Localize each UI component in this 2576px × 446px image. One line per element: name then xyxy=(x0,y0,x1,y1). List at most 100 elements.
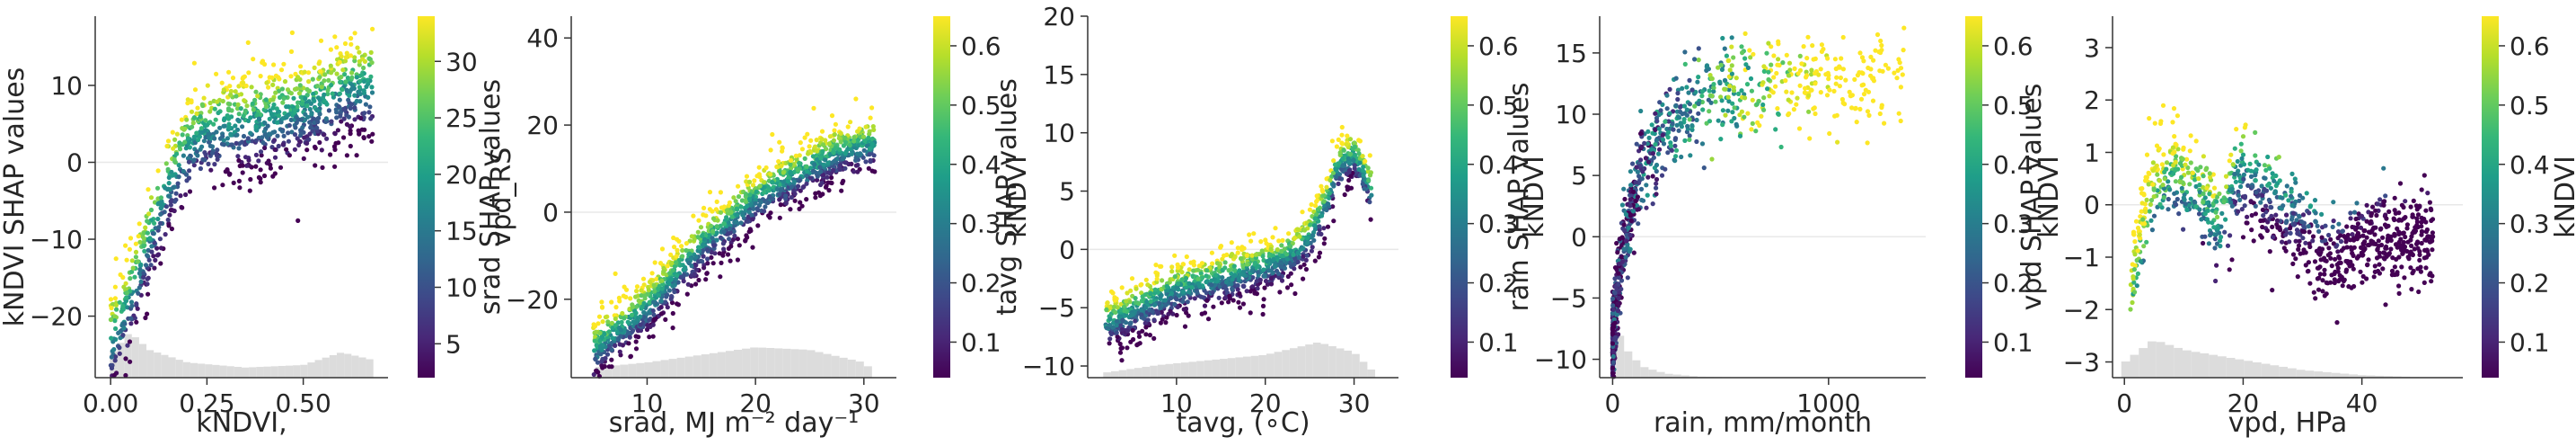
scatter-point xyxy=(1268,281,1275,287)
scatter-point xyxy=(199,126,205,131)
scatter-point xyxy=(613,305,619,310)
scatter-point xyxy=(352,105,357,111)
scatter-point xyxy=(753,211,758,217)
scatter-point xyxy=(1722,46,1727,51)
scatter-point xyxy=(1352,153,1357,158)
histogram-bar xyxy=(823,353,832,378)
scatter-point xyxy=(1142,320,1148,326)
scatter-point xyxy=(166,181,172,186)
scatter-point xyxy=(215,147,220,153)
scatter-point xyxy=(1270,235,1275,240)
scatter-point xyxy=(281,95,287,101)
scatter-point xyxy=(1634,202,1639,208)
histogram-bar xyxy=(1212,359,1221,378)
scatter-point xyxy=(1255,286,1260,291)
scatter-point xyxy=(736,194,742,200)
scatter-point xyxy=(158,245,164,251)
scatter-point xyxy=(1750,120,1755,126)
scatter-point xyxy=(1901,48,1906,53)
scatter-point xyxy=(1713,99,1718,104)
scatter-point xyxy=(315,119,321,125)
scatter-point xyxy=(1679,154,1684,160)
scatter-point xyxy=(647,299,652,305)
scatter-point xyxy=(804,197,809,202)
scatter-point xyxy=(2315,276,2320,281)
histogram-bar xyxy=(278,365,286,378)
scatter-point xyxy=(1804,69,1809,75)
scatter-point xyxy=(1837,84,1842,89)
scatter-point xyxy=(127,339,133,344)
scatter-point xyxy=(334,71,340,76)
scatter-point xyxy=(1222,265,1228,271)
scatter-point xyxy=(1352,140,1357,146)
scatter-point xyxy=(187,189,193,194)
scatter-point xyxy=(1745,111,1751,116)
scatter-point xyxy=(851,169,857,174)
scatter-point xyxy=(1674,122,1680,128)
scatter-point xyxy=(1175,304,1180,309)
scatter-point xyxy=(617,349,622,354)
scatter-point xyxy=(183,192,189,198)
scatter-point xyxy=(711,243,717,248)
scatter-point xyxy=(1754,102,1760,107)
scatter-point xyxy=(634,284,640,290)
colorbar-gradient xyxy=(418,16,435,378)
scatter-point xyxy=(758,200,763,205)
scatter-point xyxy=(1866,112,1872,118)
scatter-point xyxy=(241,80,246,85)
scatter-point xyxy=(1789,90,1795,95)
scatter-point xyxy=(326,77,331,83)
scatter-point xyxy=(837,147,842,152)
scatter-point xyxy=(208,167,214,173)
scatter-point xyxy=(1119,358,1125,363)
scatter-point xyxy=(1148,299,1153,304)
histogram-bar xyxy=(2296,370,2306,378)
scatter-point xyxy=(357,49,362,55)
scatter-point xyxy=(1239,247,1245,253)
scatter-point xyxy=(1852,76,1857,82)
scatter-point xyxy=(644,326,650,333)
scatter-point xyxy=(1265,259,1270,264)
scatter-point xyxy=(1129,276,1135,281)
scatter-point xyxy=(1827,130,1832,137)
scatter-point xyxy=(661,269,666,274)
scatter-point xyxy=(743,238,748,244)
scatter-point xyxy=(280,100,286,105)
scatter-point xyxy=(240,124,245,129)
scatter-point xyxy=(1347,137,1354,142)
scatter-point xyxy=(1356,138,1362,143)
scatter-point xyxy=(597,338,603,343)
scatter-point xyxy=(334,45,340,50)
scatter-point xyxy=(1760,102,1766,108)
scatter-point xyxy=(1312,216,1318,221)
scatter-point xyxy=(851,135,857,140)
scatter-point xyxy=(1773,127,1778,132)
scatter-point xyxy=(1368,217,1373,222)
scatter-point xyxy=(1726,87,1732,93)
y-tick-label: 5 xyxy=(1059,177,1075,207)
scatter-point xyxy=(165,217,171,223)
histogram-bar xyxy=(249,367,257,378)
scatter-point xyxy=(1130,327,1135,333)
scatter-point xyxy=(777,215,782,220)
scatter-point xyxy=(810,168,816,174)
scatter-point xyxy=(1204,280,1209,285)
scatter-point xyxy=(1160,317,1165,322)
scatter-point xyxy=(267,75,272,80)
y-tick-label: 0 xyxy=(1059,235,1075,264)
scatter-point xyxy=(719,260,724,265)
scatter-point xyxy=(1636,207,1642,212)
scatter-point xyxy=(1787,67,1793,73)
scatter-point xyxy=(317,102,322,107)
scatter-point xyxy=(1681,103,1688,109)
scatter-point xyxy=(181,153,186,158)
histogram-bar xyxy=(2358,375,2367,378)
scatter-point xyxy=(762,190,767,195)
scatter-point xyxy=(731,195,737,201)
scatter-point xyxy=(1219,300,1224,306)
scatter-point xyxy=(842,165,848,171)
scatter-point xyxy=(1804,73,1810,78)
scatter-point xyxy=(1228,281,1233,286)
scatter-point xyxy=(1778,144,1784,150)
